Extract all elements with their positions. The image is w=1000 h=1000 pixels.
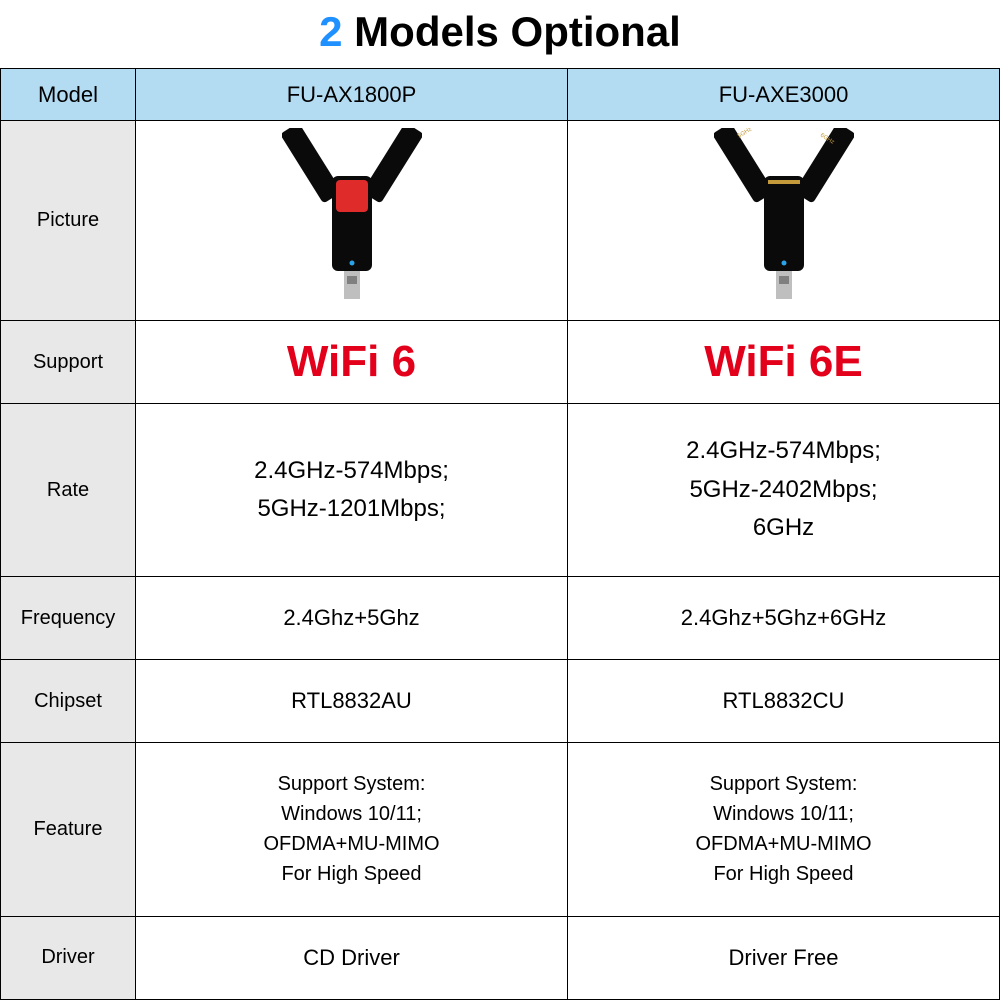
adapter-b-icon: 5GHz 6GHz bbox=[714, 128, 854, 313]
driver-b: Driver Free bbox=[568, 916, 1000, 999]
rate-row: Rate 2.4GHz-574Mbps; 5GHz-1201Mbps; 2.4G… bbox=[1, 404, 1000, 577]
driver-a: CD Driver bbox=[136, 916, 568, 999]
rate-b-line3: 6GHz bbox=[576, 509, 991, 547]
picture-row: Picture bbox=[1, 121, 1000, 321]
frequency-b: 2.4Ghz+5Ghz+6GHz bbox=[568, 576, 1000, 659]
model-b-name: FU-AXE3000 bbox=[568, 69, 1000, 121]
rate-b: 2.4GHz-574Mbps; 5GHz-2402Mbps; 6GHz bbox=[568, 404, 1000, 577]
label-chipset: Chipset bbox=[1, 660, 136, 743]
rate-a: 2.4GHz-574Mbps; 5GHz-1201Mbps; bbox=[136, 404, 568, 577]
feature-b-line4: For High Speed bbox=[576, 859, 991, 889]
rate-a-line1: 2.4GHz-574Mbps; bbox=[144, 452, 559, 490]
model-a-name: FU-AX1800P bbox=[136, 69, 568, 121]
feature-row: Feature Support System: Windows 10/11; O… bbox=[1, 743, 1000, 917]
label-driver: Driver bbox=[1, 916, 136, 999]
feature-a-line3: OFDMA+MU-MIMO bbox=[144, 829, 559, 859]
feature-a: Support System: Windows 10/11; OFDMA+MU-… bbox=[136, 743, 568, 917]
picture-b: 5GHz 6GHz bbox=[568, 121, 1000, 321]
svg-text:5GHz: 5GHz bbox=[736, 128, 752, 140]
feature-b-line2: Windows 10/11; bbox=[576, 799, 991, 829]
label-support: Support bbox=[1, 321, 136, 404]
chipset-a: RTL8832AU bbox=[136, 660, 568, 743]
feature-b: Support System: Windows 10/11; OFDMA+MU-… bbox=[568, 743, 1000, 917]
page-title: 2 Models Optional bbox=[0, 0, 1000, 68]
rate-a-line2: 5GHz-1201Mbps; bbox=[144, 490, 559, 528]
feature-a-line1: Support System: bbox=[144, 769, 559, 799]
support-b: WiFi 6E bbox=[568, 321, 1000, 404]
rate-b-line2: 5GHz-2402Mbps; bbox=[576, 471, 991, 509]
frequency-a: 2.4Ghz+5Ghz bbox=[136, 576, 568, 659]
feature-a-line4: For High Speed bbox=[144, 859, 559, 889]
chipset-row: Chipset RTL8832AU RTL8832CU bbox=[1, 660, 1000, 743]
title-rest: Models Optional bbox=[354, 8, 681, 55]
feature-b-line3: OFDMA+MU-MIMO bbox=[576, 829, 991, 859]
label-model: Model bbox=[1, 69, 136, 121]
frequency-row: Frequency 2.4Ghz+5Ghz 2.4Ghz+5Ghz+6GHz bbox=[1, 576, 1000, 659]
adapter-a-icon bbox=[282, 128, 422, 313]
chipset-b: RTL8832CU bbox=[568, 660, 1000, 743]
rate-b-line1: 2.4GHz-574Mbps; bbox=[576, 432, 991, 470]
driver-row: Driver CD Driver Driver Free bbox=[1, 916, 1000, 999]
picture-a bbox=[136, 121, 568, 321]
comparison-table: Model FU-AX1800P FU-AXE3000 Picture bbox=[0, 68, 1000, 1000]
label-picture: Picture bbox=[1, 121, 136, 321]
header-row: Model FU-AX1800P FU-AXE3000 bbox=[1, 69, 1000, 121]
feature-a-line2: Windows 10/11; bbox=[144, 799, 559, 829]
label-rate: Rate bbox=[1, 404, 136, 577]
title-highlight: 2 bbox=[319, 8, 342, 55]
feature-b-line1: Support System: bbox=[576, 769, 991, 799]
label-feature: Feature bbox=[1, 743, 136, 917]
support-a: WiFi 6 bbox=[136, 321, 568, 404]
label-frequency: Frequency bbox=[1, 576, 136, 659]
support-row: Support WiFi 6 WiFi 6E bbox=[1, 321, 1000, 404]
